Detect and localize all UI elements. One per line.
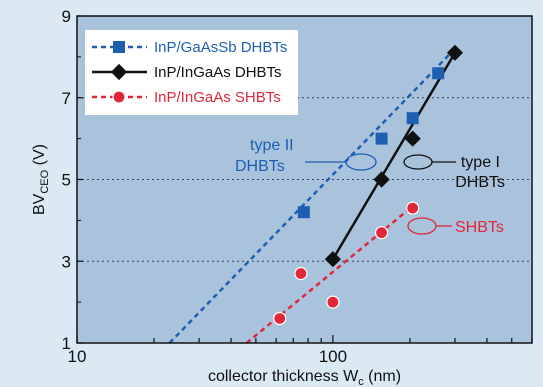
- y-tick-label: 1: [62, 334, 71, 353]
- annotation-type-i: type I DHBTs: [455, 154, 505, 191]
- series-0-point: [406, 112, 419, 125]
- y-tick-label: 5: [62, 171, 71, 190]
- x-tick-label: 100: [319, 347, 347, 366]
- series-2-point: [294, 266, 308, 281]
- legend-marker-1: [110, 63, 128, 81]
- annotation-type-ii-ellipse: [345, 153, 377, 171]
- legend-label-2: InP/InGaAs SHBTs: [154, 89, 281, 106]
- series-1-point: [446, 44, 464, 61]
- series-0-point: [297, 206, 310, 219]
- legend-label-0: InP/GaAsSb DHBTs: [154, 39, 287, 56]
- annotation-type-ii: type II DHBTs: [235, 137, 294, 175]
- series-1-fit-line: [331, 52, 457, 260]
- x-tick-label: 10: [68, 347, 87, 366]
- series-0-point: [432, 67, 445, 80]
- data-points: [273, 44, 464, 326]
- series-2-point: [326, 295, 340, 309]
- axis-titles: collector thickness Wc (nm) BVCEO (V): [31, 144, 401, 387]
- annotation-shbts: SHBTs: [455, 219, 504, 236]
- axis-ticks: 1 3 5 7 9 10 100: [62, 7, 533, 366]
- y-axis-title: BVCEO (V): [31, 144, 51, 215]
- x-axis-title: collector thickness Wc (nm): [208, 368, 401, 387]
- annotations: type II DHBTs type I DHBTs SHBTs: [235, 137, 505, 236]
- y-tick-label: 3: [62, 252, 71, 271]
- series-1-point: [404, 130, 421, 147]
- y-tick-label: 7: [62, 89, 71, 108]
- y-tick-label: 9: [62, 7, 71, 26]
- legend-marker-0: [113, 41, 125, 53]
- series-2-point: [273, 311, 287, 326]
- legend-label-1: InP/InGaAs DHBTs: [154, 64, 282, 81]
- legend-marker-2: [112, 90, 126, 104]
- legend: InP/GaAsSb DHBTs InP/InGaAs DHBTs InP/InGa…: [85, 30, 298, 115]
- series-0-point: [375, 132, 388, 145]
- series-2-point: [406, 201, 420, 215]
- series-1-point: [373, 171, 390, 188]
- series-2-point: [374, 226, 389, 240]
- series-1-point: [324, 251, 341, 268]
